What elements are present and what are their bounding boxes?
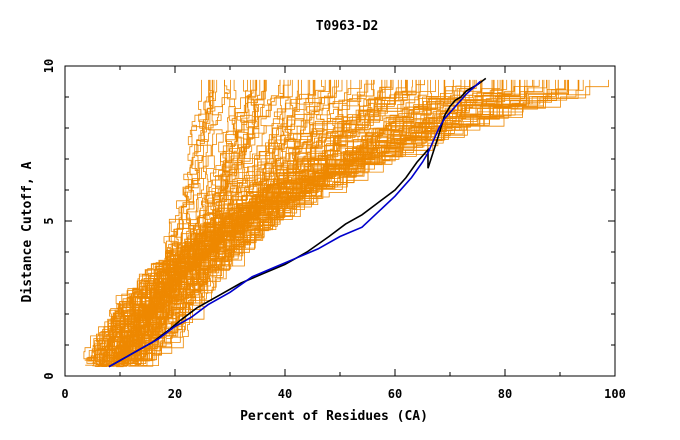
model-curve bbox=[116, 79, 545, 366]
model-curve bbox=[142, 79, 348, 361]
model-curve bbox=[128, 79, 569, 361]
model-curve bbox=[83, 79, 512, 360]
x-axis-label: Percent of Residues (CA) bbox=[240, 409, 428, 424]
highlight-curve-black bbox=[108, 77, 487, 368]
model-curve bbox=[86, 79, 579, 364]
model-curve bbox=[118, 79, 504, 364]
x-tick-label: 100 bbox=[604, 387, 626, 401]
model-curve bbox=[88, 79, 550, 362]
background-series-group bbox=[83, 79, 609, 368]
model-curve bbox=[127, 79, 462, 364]
y-tick-label: 0 bbox=[42, 372, 56, 379]
x-tick-label: 20 bbox=[168, 387, 182, 401]
y-tick-label: 5 bbox=[42, 217, 56, 224]
model-curve bbox=[106, 79, 609, 367]
model-curve bbox=[104, 79, 432, 363]
model-curve bbox=[105, 79, 548, 367]
chart-title: T0963-D2 bbox=[316, 19, 379, 34]
x-axis-ticks: 0 20 40 60 80 100 bbox=[61, 66, 626, 401]
y-axis-label: Distance Cutoff, A bbox=[20, 161, 35, 302]
model-curve bbox=[132, 79, 521, 362]
model-curve bbox=[116, 79, 436, 368]
x-tick-label: 0 bbox=[61, 387, 68, 401]
highlight-series-group bbox=[108, 77, 487, 368]
model-curve bbox=[120, 79, 230, 363]
x-tick-label: 60 bbox=[388, 387, 402, 401]
highlight-curve-blue bbox=[108, 80, 481, 368]
model-curve bbox=[132, 79, 556, 359]
x-tick-label: 80 bbox=[498, 387, 512, 401]
x-tick-label: 40 bbox=[278, 387, 292, 401]
y-axis-ticks: 0 5 10 bbox=[42, 59, 615, 380]
model-curve bbox=[138, 79, 508, 366]
y-tick-label: 10 bbox=[42, 59, 56, 73]
